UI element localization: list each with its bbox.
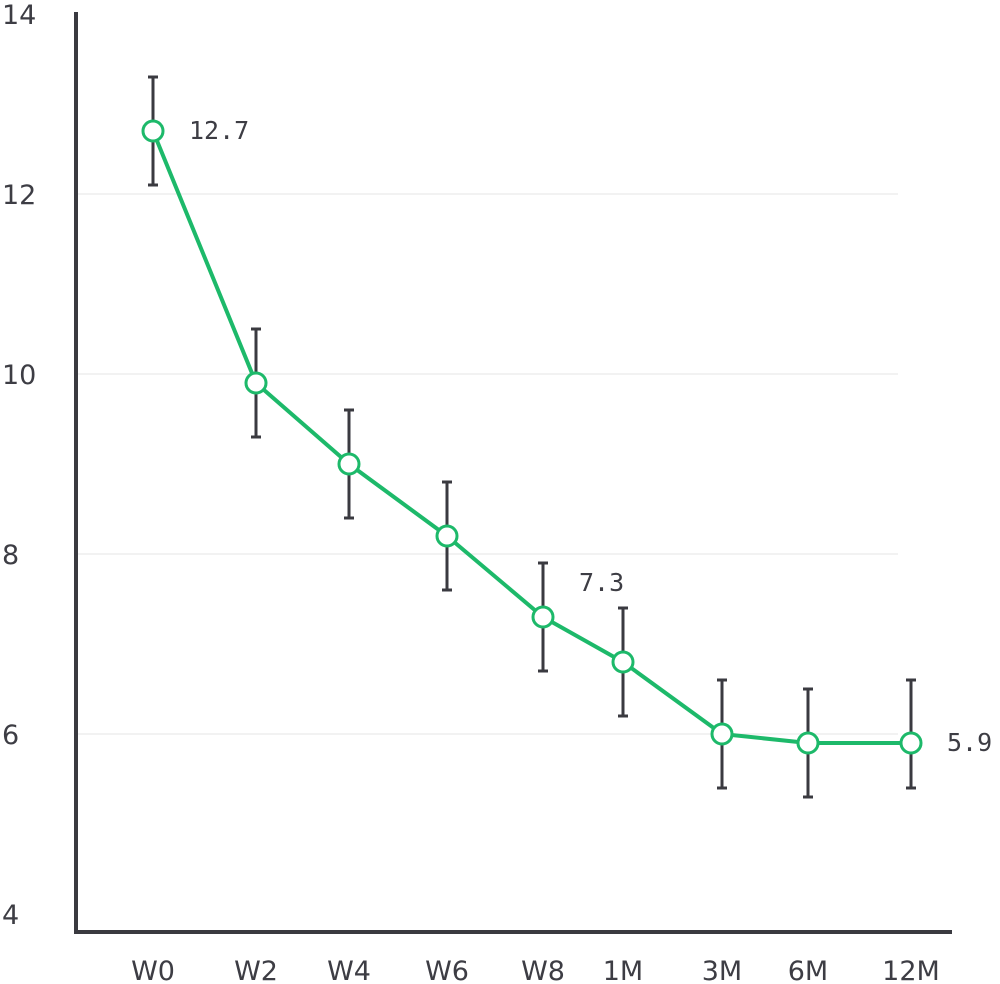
x-tick-label: W2 xyxy=(234,956,278,984)
data-point xyxy=(531,605,555,629)
data-point xyxy=(710,722,734,746)
data-point xyxy=(435,524,459,548)
error-bars xyxy=(148,75,916,799)
series-line xyxy=(151,130,911,745)
x-axis-ticks: W0 W2 W4 W6 W8 1M 3M 6M 12M xyxy=(131,956,940,984)
x-tick-label: W6 xyxy=(425,956,469,984)
data-points xyxy=(141,119,923,755)
x-tick-label: 6M xyxy=(788,956,828,984)
x-tick-label: W0 xyxy=(131,956,175,984)
data-point xyxy=(337,452,361,476)
y-axis-ticks: 4 6 8 10 12 14 xyxy=(2,0,36,931)
data-point xyxy=(796,731,820,755)
x-tick-label: W8 xyxy=(521,956,565,984)
x-tick-label: 12M xyxy=(882,956,940,984)
data-point xyxy=(611,650,635,674)
data-labels: 12.7 7.3 5.9 xyxy=(189,116,992,757)
y-tick-label: 12 xyxy=(2,180,36,211)
data-point xyxy=(244,371,268,395)
x-tick-label: 1M xyxy=(603,956,643,984)
gridlines xyxy=(76,193,898,735)
y-tick-label: 6 xyxy=(2,720,19,751)
data-label: 12.7 xyxy=(189,116,249,145)
y-tick-label: 8 xyxy=(2,540,19,571)
data-point xyxy=(141,119,165,143)
data-point xyxy=(899,731,923,755)
y-tick-label: 4 xyxy=(2,900,19,931)
data-label: 5.9 xyxy=(947,728,992,757)
y-tick-label: 10 xyxy=(2,360,36,391)
data-label: 7.3 xyxy=(579,568,624,597)
y-tick-label: 14 xyxy=(2,0,36,31)
x-tick-label: 3M xyxy=(702,956,742,984)
x-tick-label: W4 xyxy=(327,956,371,984)
